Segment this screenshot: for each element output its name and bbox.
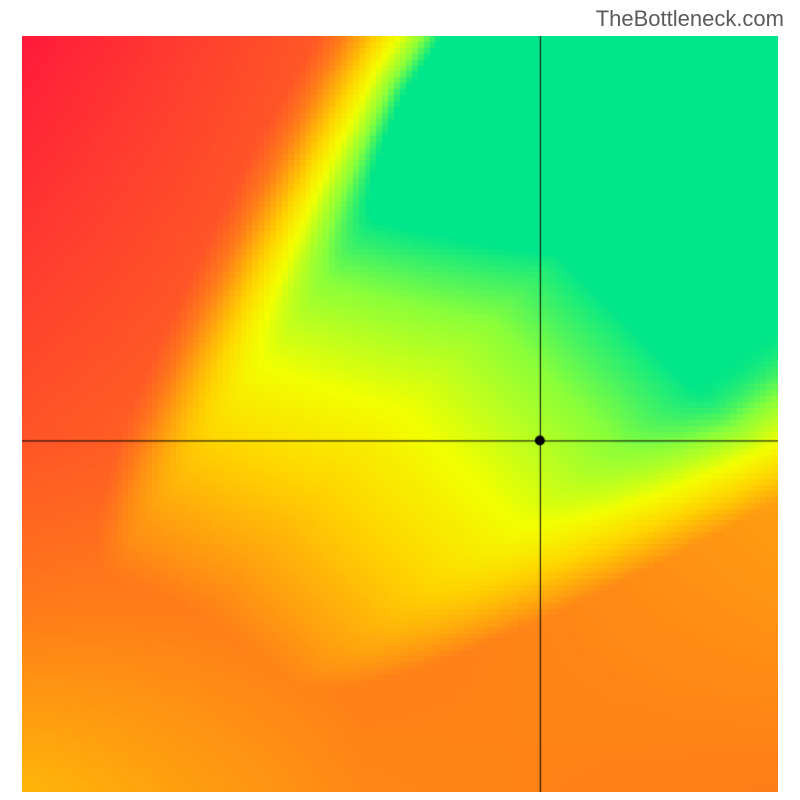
crosshair-overlay [22, 36, 778, 792]
bottleneck-heatmap [22, 36, 778, 792]
attribution-label: TheBottleneck.com [596, 6, 784, 32]
